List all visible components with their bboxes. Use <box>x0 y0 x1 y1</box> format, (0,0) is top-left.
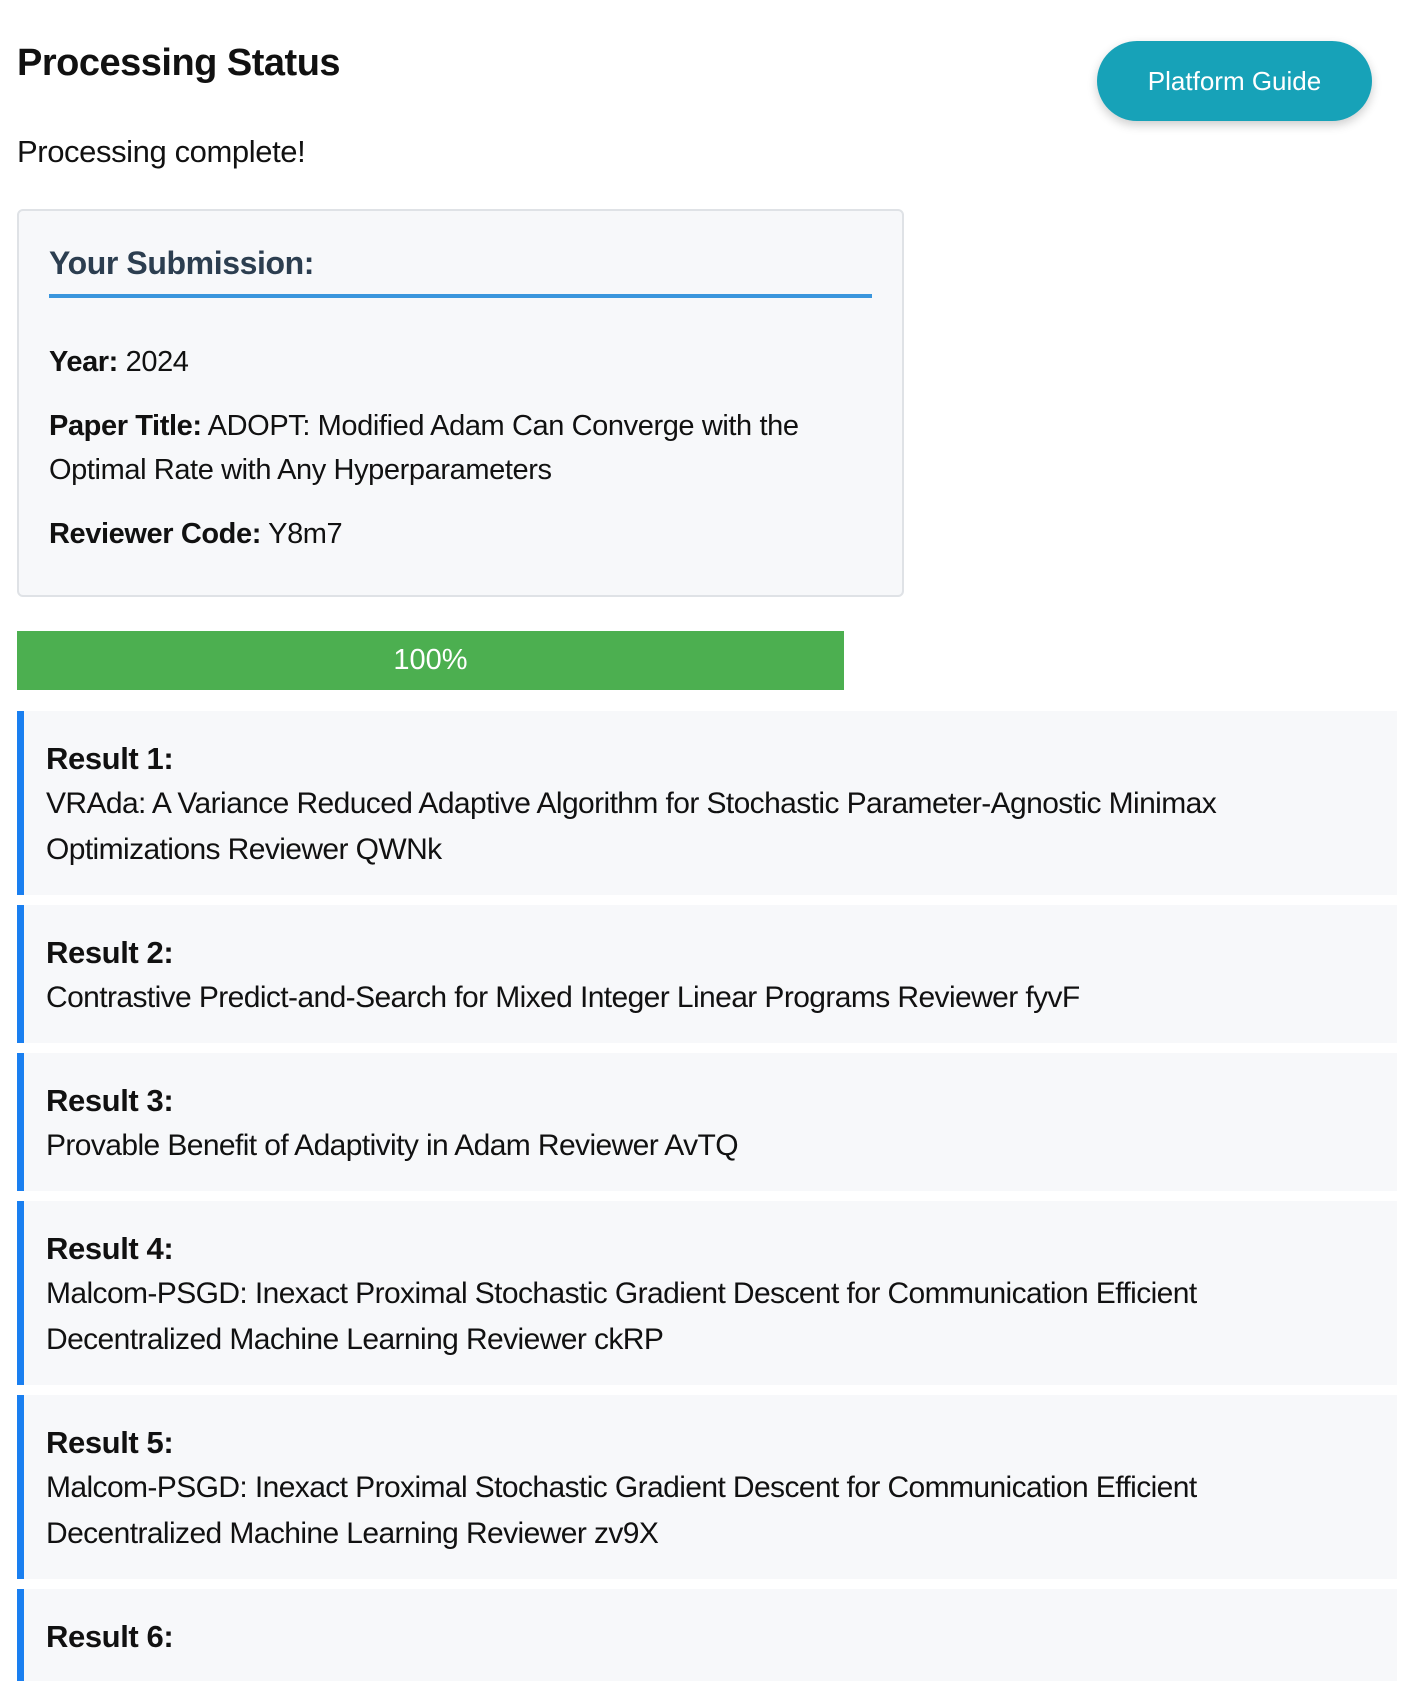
result-label: Result 6: <box>46 1619 174 1654</box>
page-title: Processing Status <box>17 42 341 84</box>
progress-bar: 100% <box>17 631 844 690</box>
result-text: Contrastive Predict-and-Search for Mixed… <box>46 981 1080 1014</box>
result-label: Result 1: <box>46 741 174 776</box>
results-list: Result 1: VRAda: A Variance Reduced Adapt… <box>17 711 1397 1691</box>
result-item: Result 1: VRAda: A Variance Reduced Adapt… <box>17 711 1397 895</box>
result-item: Result 2: Contrastive Predict-and-Search … <box>17 905 1397 1043</box>
status-text: Processing complete! <box>17 134 306 169</box>
reviewer-code-value: Y8m7 <box>268 518 343 550</box>
progress-label: 100% <box>393 644 468 676</box>
paper-title-field: Paper Title: ADOPT: Modified Adam Can Co… <box>49 404 872 492</box>
reviewer-code-field: Reviewer Code: Y8m7 <box>49 512 872 556</box>
result-text: Provable Benefit of Adaptivity in Adam R… <box>46 1129 739 1162</box>
result-item: Result 5: Malcom-PSGD: Inexact Proximal S… <box>17 1395 1397 1579</box>
result-label: Result 2: <box>46 935 174 970</box>
result-item: Result 3: Provable Benefit of Adaptivity … <box>17 1053 1397 1191</box>
paper-title-label: Paper Title: <box>49 410 202 442</box>
result-label: Result 4: <box>46 1231 174 1266</box>
result-item: Result 6: <box>17 1589 1397 1681</box>
result-text: Malcom-PSGD: Inexact Proximal Stochastic… <box>46 1471 1197 1550</box>
year-field: Year: 2024 <box>49 340 872 384</box>
platform-guide-button[interactable]: Platform Guide <box>1097 41 1372 121</box>
submission-heading: Your Submission: <box>49 245 872 298</box>
paper-title-value: ADOPT: Modified Adam Can Converge with t… <box>49 410 799 486</box>
result-text: VRAda: A Variance Reduced Adaptive Algor… <box>46 787 1217 866</box>
result-item: Result 4: Malcom-PSGD: Inexact Proximal S… <box>17 1201 1397 1385</box>
year-value: 2024 <box>125 346 189 378</box>
result-text: Malcom-PSGD: Inexact Proximal Stochastic… <box>46 1277 1197 1356</box>
submission-card: Your Submission: Year: 2024 Paper Title:… <box>17 209 904 597</box>
result-label: Result 5: <box>46 1425 174 1460</box>
result-label: Result 3: <box>46 1083 174 1118</box>
year-label: Year: <box>49 346 118 378</box>
reviewer-code-label: Reviewer Code: <box>49 518 261 550</box>
